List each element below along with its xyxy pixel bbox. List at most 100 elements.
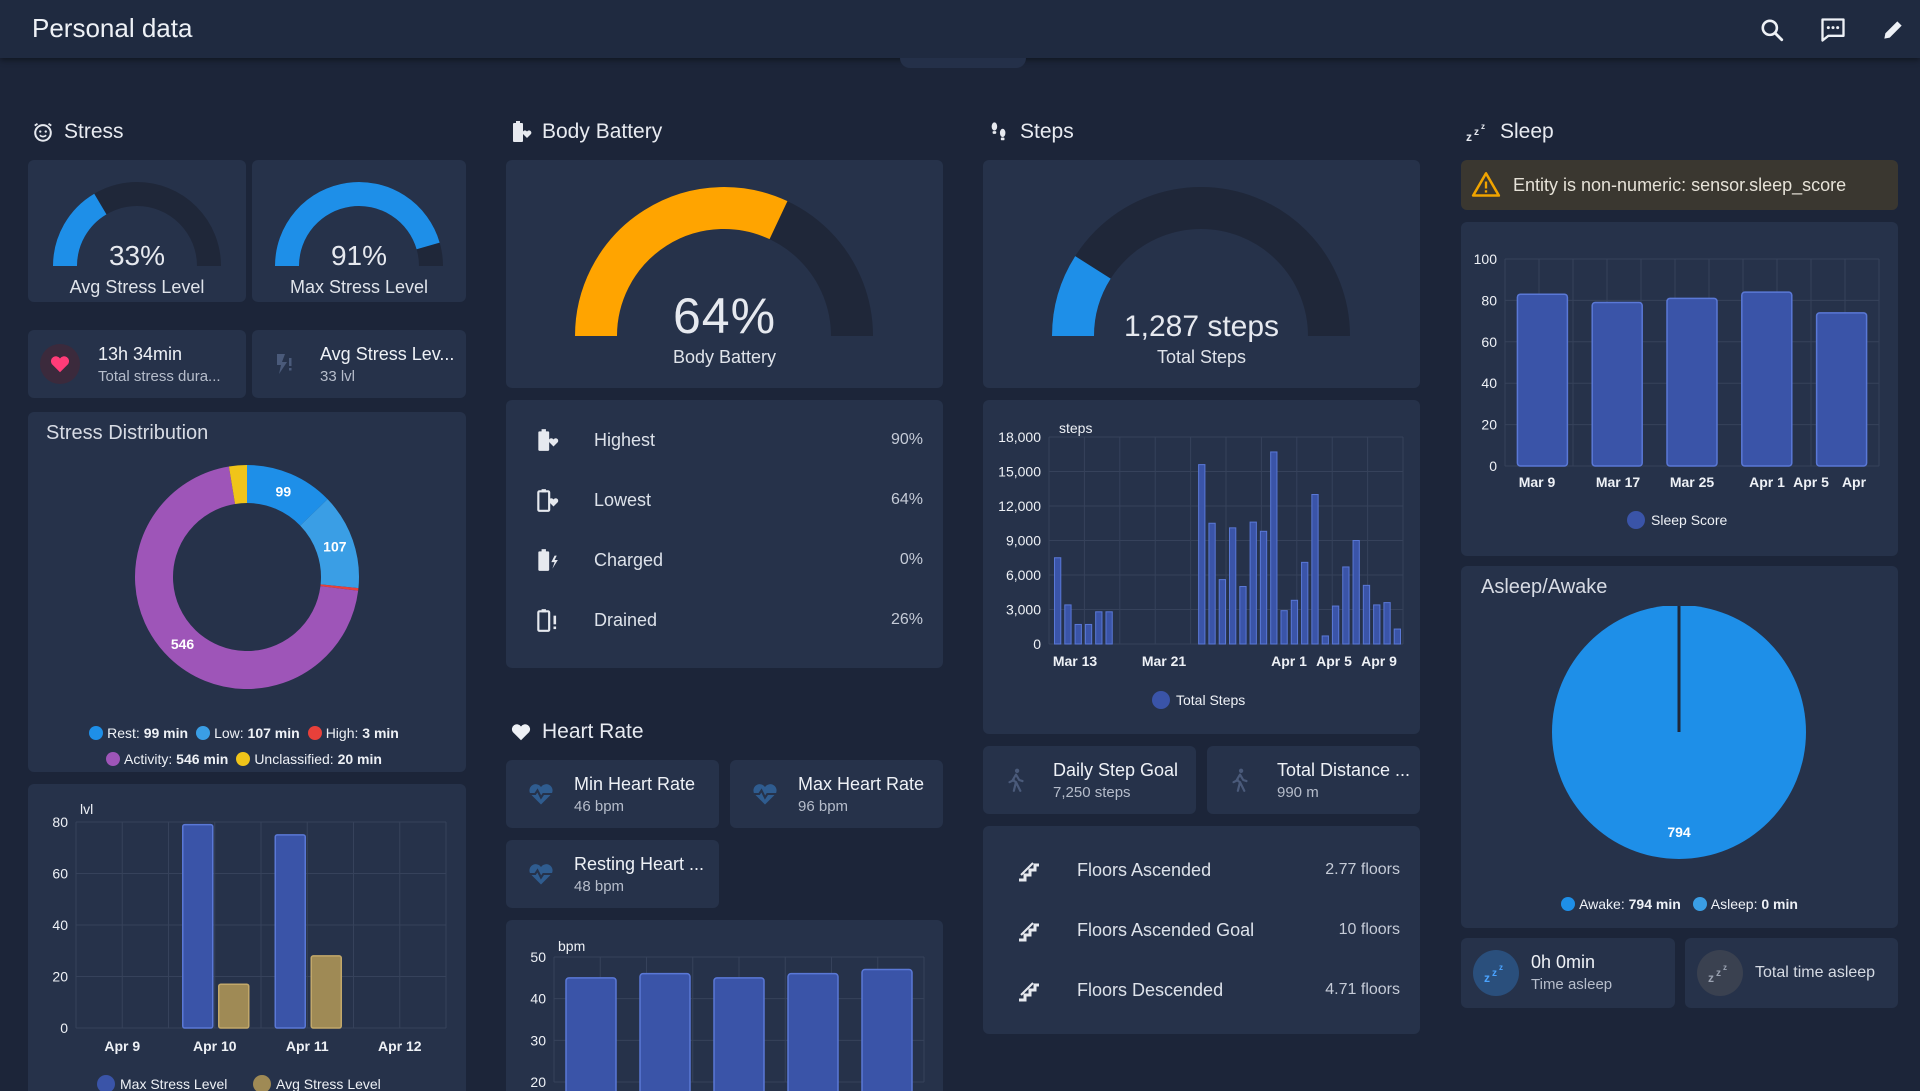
total-distance-value: 990 m [1277, 784, 1319, 801]
max-stress-gauge-card[interactable]: 91% Max Stress Level [252, 160, 466, 302]
bar [1516, 293, 1569, 467]
max-heart-rate-tile[interactable]: Max Heart Rate 96 bpm [730, 760, 943, 828]
daily-step-goal-tile[interactable]: Daily Step Goal 7,250 steps [983, 746, 1196, 814]
legend-name: Asleep: [1710, 896, 1758, 912]
y-tick-label: 40 [530, 991, 546, 1007]
legend-dot [1692, 897, 1707, 911]
asleep-awake-card: Asleep/Awake 794 Awake: 794 min Asleep: 0… [1461, 566, 1898, 928]
body-battery-stat-row[interactable]: Drained 26% [506, 602, 943, 638]
y-tick-label: 20 [530, 1074, 546, 1090]
battery-heart-icon [538, 429, 559, 451]
legend-dot [89, 726, 104, 740]
emoticon-icon [34, 122, 52, 142]
view-tab-indicator[interactable] [900, 58, 1026, 68]
min-heart-rate-tile[interactable]: Min Heart Rate 46 bpm [506, 760, 719, 828]
resting-heart-rate-tile[interactable]: Resting Heart ... 48 bpm [506, 840, 719, 908]
legend-item[interactable]: Unclassified: 20 min [236, 751, 382, 767]
legend-name: Low: [214, 725, 244, 741]
avg-stress-value: 33% [108, 240, 166, 271]
legend-dot [196, 726, 211, 740]
alert-icon [1471, 172, 1501, 197]
stress-duration-tile[interactable]: 13h 34min Total stress dura... [28, 330, 246, 398]
stat-label: Floors Ascended Goal [1077, 919, 1255, 940]
donut-slice [299, 499, 359, 589]
y-tick-label: 20 [52, 969, 68, 985]
stress-distribution-card: Stress Distribution 99 107 546 Rest: 99 mi… [28, 412, 466, 772]
y-tick-label: 50 [530, 949, 546, 965]
stat-label: Drained [594, 609, 658, 630]
asleep-awake-title: Asleep/Awake [1481, 576, 1608, 598]
max-heart-rate-name: Max Heart Rate [798, 774, 925, 794]
bar [1105, 611, 1113, 645]
bar [1270, 451, 1278, 645]
bar [1815, 312, 1868, 467]
legend-label: Total Steps [1176, 692, 1245, 708]
battery-heart-icon [513, 121, 532, 142]
bar [1084, 623, 1093, 645]
bar [182, 823, 214, 1029]
edit-dashboard-button[interactable] [1875, 12, 1911, 48]
steps-gauge-card[interactable]: 1,287 steps Total Steps [983, 160, 1420, 388]
min-heart-rate-name: Min Heart Rate [574, 774, 696, 794]
battery-heart-outline-icon [537, 489, 559, 512]
body-battery-stat-row[interactable]: Charged 0% [506, 542, 943, 578]
bar [1229, 527, 1237, 645]
legend-label: Sleep Score [1651, 512, 1727, 528]
resting-heart-rate-value: 48 bpm [574, 878, 625, 895]
legend-item[interactable]: Asleep: 0 min [1692, 896, 1798, 912]
max-stress-gauge [275, 182, 443, 267]
stress-distribution-legend: Rest: 99 min Low: 107 min High: 3 min Activ… [48, 720, 448, 772]
svg-text:z: z [1466, 130, 1472, 143]
bar [1362, 584, 1371, 645]
steps-gauge-value: 1,287 steps [1123, 310, 1280, 343]
bar [565, 977, 617, 1091]
heart-rate-title-text: Heart Rate [542, 720, 644, 743]
bar [1383, 602, 1391, 645]
stat-value: 2.77 floors [1325, 861, 1400, 878]
heart-icon [511, 724, 531, 741]
body-battery-stat-row[interactable]: Lowest 64% [506, 482, 943, 518]
total-time-asleep-label: Total time asleep [1755, 964, 1876, 981]
legend-item[interactable]: Rest: 99 min [89, 725, 188, 741]
bar [1239, 586, 1247, 645]
search-button[interactable] [1754, 12, 1790, 48]
body-battery-stat-row[interactable]: Highest 90% [506, 422, 943, 458]
bar [1342, 566, 1350, 645]
legend-item[interactable]: Activity: 546 min [106, 751, 228, 767]
bar [1259, 530, 1268, 645]
total-distance-tile[interactable]: Total Distance ... 990 m [1207, 746, 1420, 814]
legend-item[interactable]: Awake: 794 min [1561, 896, 1681, 912]
body-battery-gauge [575, 187, 873, 337]
bar [274, 834, 306, 1029]
avg-stress-gauge [53, 182, 221, 267]
bar [1321, 635, 1329, 645]
x-tick-label: Apr [1842, 474, 1867, 490]
legend-item[interactable]: High: 3 min [307, 725, 399, 741]
legend-dot [106, 752, 121, 766]
avg-stress-tile[interactable]: Avg Stress Lev... 33 lvl [252, 330, 466, 398]
time-asleep-value: 0h 0min [1531, 952, 1596, 972]
avg-stress-gauge-card[interactable]: 33% Avg Stress Level [28, 160, 246, 302]
y-tick-label: 18,000 [998, 429, 1041, 445]
legend-item[interactable]: Low: 107 min [196, 725, 300, 741]
floors-stat-row[interactable]: Floors Ascended Goal 10 floors [983, 912, 1420, 948]
x-tick-label: Apr 9 [1361, 653, 1397, 669]
bar [1666, 297, 1718, 467]
floors-stat-row[interactable]: Floors Ascended 2.77 floors [983, 852, 1420, 888]
assist-button[interactable] [1815, 12, 1851, 48]
steps-gauge [1052, 187, 1350, 337]
legend-label: Max Stress Level [120, 1076, 227, 1091]
svg-text:z: z [1499, 963, 1503, 972]
shoe-print-icon [991, 122, 1006, 141]
donut-slice [135, 466, 359, 689]
body-battery-gauge-card[interactable]: 64% Body Battery [506, 160, 943, 388]
bar [1741, 291, 1793, 467]
x-tick-label: Mar 21 [1142, 653, 1187, 669]
floors-stat-row[interactable]: Floors Descended 4.71 floors [983, 972, 1420, 1008]
svg-text:z: z [1474, 127, 1479, 138]
sleep-icon: z zz [1466, 122, 1485, 143]
heart-rate-chart-card: 20 30 40 50 bpm [506, 920, 943, 1091]
